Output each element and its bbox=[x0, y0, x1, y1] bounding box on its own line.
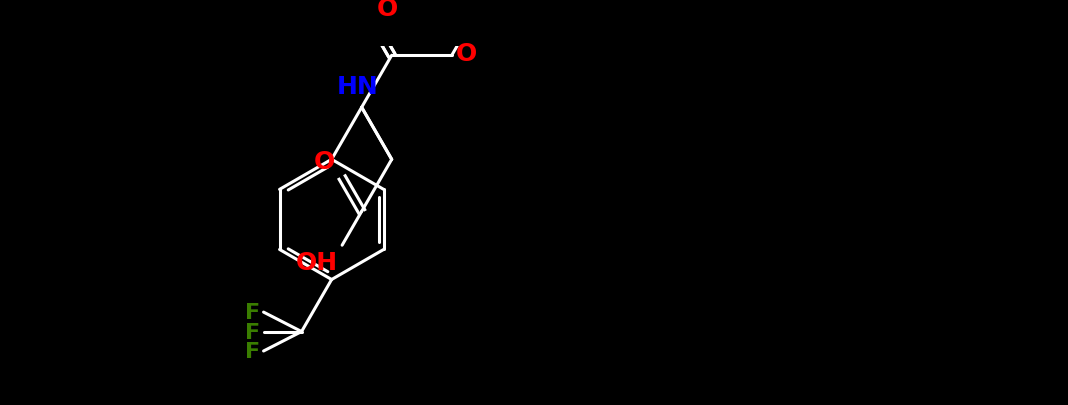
Text: F: F bbox=[246, 303, 261, 322]
Text: F: F bbox=[246, 341, 261, 361]
Text: F: F bbox=[246, 322, 261, 342]
Text: HN: HN bbox=[336, 75, 378, 99]
Text: O: O bbox=[314, 150, 335, 174]
Text: O: O bbox=[376, 0, 397, 21]
Text: OH: OH bbox=[296, 250, 337, 274]
Text: O: O bbox=[456, 43, 477, 66]
